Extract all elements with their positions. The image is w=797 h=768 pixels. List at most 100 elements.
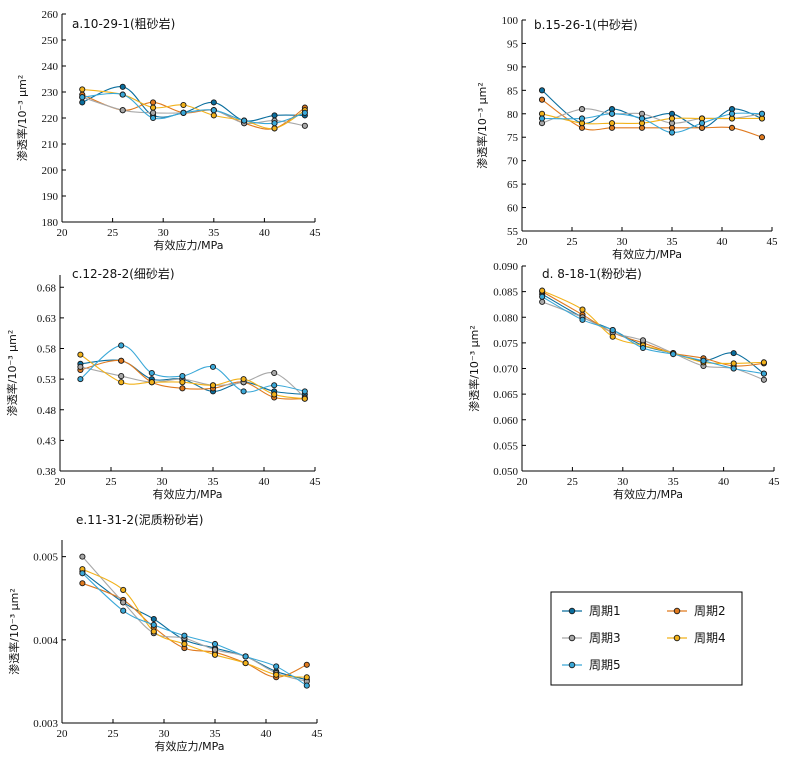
legend: 周期1 周期2 周期3 周期4 周期5 [550, 591, 743, 686]
x-tick-label: 25 [567, 236, 579, 248]
data-point [730, 365, 737, 372]
data-point [150, 99, 157, 106]
y-axis-title: 渗透率/10⁻³ μm² [15, 75, 29, 162]
data-point [211, 640, 219, 648]
legend-item: 周期3 [562, 631, 621, 645]
data-point [179, 373, 186, 380]
x-tick-label: 45 [767, 236, 779, 248]
x-axis-title: 有效应力/MPa [152, 487, 222, 501]
legend-label: 周期4 [694, 631, 726, 645]
y-tick-label: 220 [42, 113, 59, 125]
y-tick-label: 0.38 [37, 466, 57, 478]
y-axis-title: 渗透率/10⁻³ μm² [475, 82, 489, 169]
data-point [179, 379, 186, 386]
data-point [670, 351, 677, 358]
legend-box [550, 591, 743, 686]
y-tick-label: 0.060 [493, 415, 518, 427]
data-point [240, 376, 247, 383]
y-tick-label: 0.58 [37, 344, 57, 356]
chart-panel-1: 180 190 200 210 220 230 240 250 260 20 25 30 35 40 45 有… [15, 9, 321, 252]
y-tick-label: 180 [42, 217, 59, 229]
data-point [150, 628, 157, 635]
legend-item: 周期4 [667, 631, 726, 645]
x-tick-label: 30 [617, 236, 629, 248]
y-tick-label: 0.005 [33, 552, 58, 564]
y-axis-title: 渗透率/10⁻³ μm² [5, 330, 19, 417]
data-point [698, 120, 706, 127]
data-point [79, 570, 86, 577]
data-point [148, 379, 155, 386]
y-tick-label: 200 [42, 165, 59, 177]
x-tick-label: 35 [208, 476, 220, 488]
y-tick-label: 250 [42, 35, 59, 47]
x-axis-title: 有效应力/MPa [613, 487, 683, 501]
data-point [77, 363, 84, 370]
y-tick-label: 0.63 [37, 313, 57, 325]
x-tick-label: 20 [517, 476, 529, 488]
data-point [538, 115, 546, 122]
data-point [150, 114, 157, 122]
data-point [760, 376, 767, 383]
series-line [541, 108, 763, 124]
data-point [271, 125, 278, 132]
chart-panel-3: 0.38 0.43 0.48 0.53 0.58 0.63 0.68 20 25 30 35 40 45… [5, 266, 321, 501]
y-tick-label: 0.050 [493, 466, 518, 478]
data-point [271, 391, 278, 398]
data-point [79, 94, 86, 101]
x-tick-label: 20 [55, 476, 67, 488]
y-tick-label: 85 [507, 85, 519, 97]
data-point [77, 376, 84, 383]
x-tick-label: 20 [517, 236, 529, 248]
y-tick-label: 240 [42, 61, 59, 73]
y-tick-label: 55 [507, 226, 519, 238]
x-tick-label: 40 [259, 476, 271, 488]
x-tick-label: 35 [667, 236, 679, 248]
data-point [118, 373, 125, 380]
data-point [211, 646, 219, 653]
y-tick-label: 0.003 [33, 718, 58, 730]
data-point [271, 369, 278, 377]
series-line [82, 568, 307, 678]
x-tick-label: 30 [159, 728, 171, 740]
data-point [539, 298, 546, 305]
data-point [730, 360, 737, 367]
y-tick-label: 0.53 [37, 374, 57, 386]
x-tick-label: 40 [259, 227, 271, 239]
x-tick-label: 35 [668, 476, 680, 488]
data-point [758, 110, 766, 117]
x-tick-label: 30 [158, 227, 170, 239]
data-point [730, 350, 737, 357]
data-point [119, 91, 126, 98]
data-point [273, 663, 280, 670]
data-point [209, 363, 217, 370]
legend-swatch-marker [673, 607, 681, 615]
x-tick-label: 40 [717, 236, 729, 248]
data-point [668, 115, 676, 122]
data-point [179, 385, 186, 392]
series-line [541, 112, 763, 134]
y-tick-label: 0.43 [37, 435, 57, 447]
legend-label: 周期1 [589, 604, 621, 618]
y-tick-label: 80 [507, 109, 519, 121]
series-line [80, 344, 305, 393]
y-tick-label: 0.080 [493, 312, 518, 324]
data-point [758, 134, 766, 141]
data-point [728, 110, 736, 117]
data-point [728, 124, 736, 131]
data-point [79, 86, 86, 93]
data-point [242, 653, 249, 660]
y-tick-label: 190 [42, 191, 59, 203]
data-point [150, 615, 157, 623]
y-tick-label: 210 [42, 139, 59, 151]
data-point [120, 607, 127, 614]
data-point [578, 115, 586, 122]
data-point [303, 661, 310, 668]
y-tick-label: 100 [502, 15, 519, 27]
data-point [271, 112, 278, 119]
data-point [301, 122, 308, 129]
series-line [82, 572, 308, 687]
y-tick-label: 0.055 [493, 440, 518, 452]
x-tick-label: 45 [312, 728, 324, 740]
data-point [118, 342, 125, 349]
